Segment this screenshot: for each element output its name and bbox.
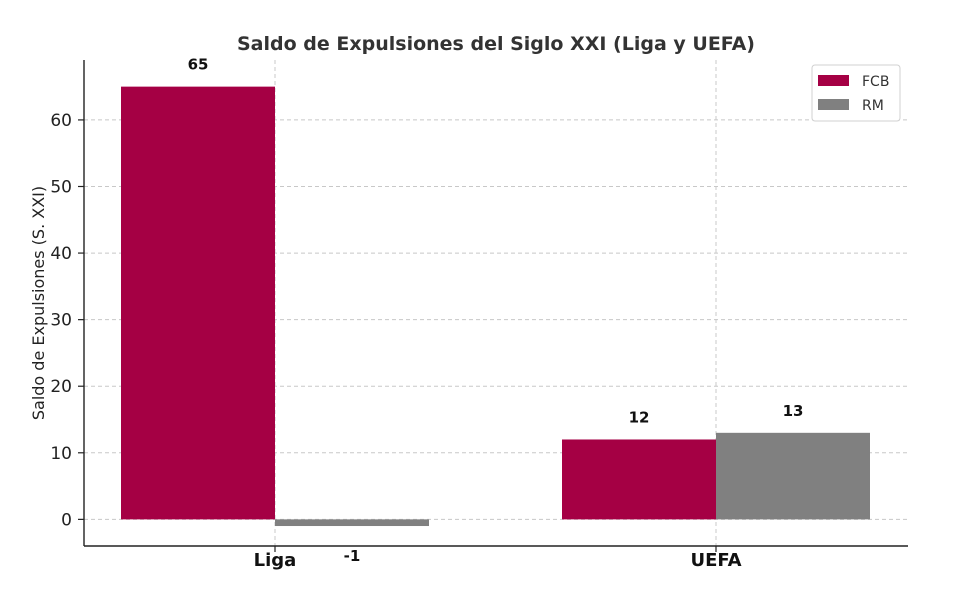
data-label: 65 bbox=[188, 56, 209, 74]
legend-label-rm: RM bbox=[862, 98, 884, 114]
bar-fcb-liga bbox=[121, 86, 275, 520]
y-tick-label: 30 bbox=[50, 311, 72, 331]
data-label: 13 bbox=[783, 402, 804, 420]
x-tick-label: Liga bbox=[254, 550, 297, 571]
data-labels-layer: 65 12 -1 13 bbox=[188, 56, 804, 565]
legend-label-fcb: FCB bbox=[862, 74, 889, 90]
bar-rm-uefa bbox=[716, 432, 870, 520]
bar-fcb-uefa bbox=[562, 439, 716, 520]
axes-layer bbox=[83, 60, 908, 547]
legend-swatch-fcb bbox=[818, 75, 849, 86]
y-tick-label: 10 bbox=[50, 444, 72, 464]
y-tick-label: 0 bbox=[61, 510, 72, 530]
chart-title: Saldo de Expulsiones del Siglo XXI (Liga… bbox=[237, 33, 755, 55]
y-axis-label: Saldo de Expulsiones (S. XXI) bbox=[29, 186, 48, 420]
y-tick-label: 50 bbox=[50, 177, 72, 197]
y-tick-label: 20 bbox=[50, 377, 72, 397]
y-tick-label: 40 bbox=[50, 244, 72, 264]
legend: FCB RM bbox=[811, 64, 901, 122]
data-label: 12 bbox=[629, 408, 650, 426]
bars-layer bbox=[121, 86, 870, 527]
x-tick-label: UEFA bbox=[690, 550, 741, 571]
y-tick-label: 60 bbox=[50, 111, 72, 131]
ticks-layer: 0 10 20 30 40 50 60 Liga UEFA bbox=[50, 111, 741, 571]
bar-rm-liga bbox=[275, 519, 429, 527]
data-label: -1 bbox=[344, 547, 361, 565]
legend-swatch-rm bbox=[818, 99, 849, 110]
